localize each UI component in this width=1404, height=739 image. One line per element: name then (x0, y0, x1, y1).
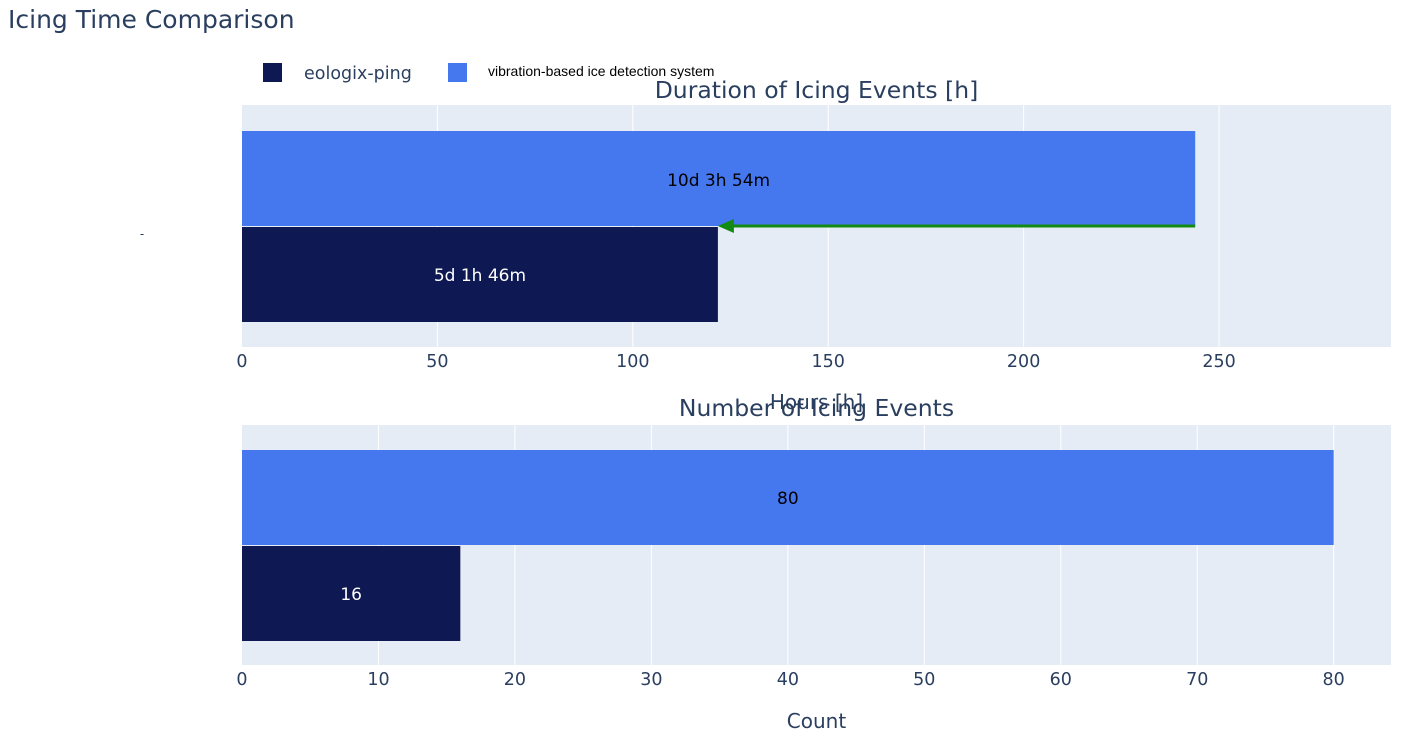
x-axis-label: Count (787, 709, 847, 733)
legend-swatch-eologix-ping[interactable] (263, 63, 282, 82)
bar-vibration-based-ice-detection-system[interactable] (242, 131, 1196, 226)
chart-panel-2: 16 80 0 10 20 30 40 50 60 70 80 Count Number of Icin… (236, 394, 1391, 733)
y-tick-placeholder: - (140, 227, 144, 241)
x-tick-label: 0 (236, 670, 247, 690)
data-label: 16 (340, 585, 362, 605)
subplot-title: Duration of Icing Events [h] (655, 76, 979, 104)
data-label: 80 (777, 489, 799, 509)
data-label: 5d 1h 46m (434, 266, 526, 286)
x-tick-label: 150 (812, 352, 845, 372)
x-tick-label: 40 (777, 670, 799, 690)
x-tick-label: 70 (1186, 670, 1208, 690)
data-label: 10d 3h 54m (667, 171, 770, 191)
annotation-arrow-head (717, 219, 734, 233)
bar-vibration-based-ice-detection-system[interactable] (242, 450, 1334, 545)
legend-swatch-vibration-system[interactable] (448, 63, 467, 82)
x-tick-label: 30 (640, 670, 662, 690)
x-tick-label: 0 (236, 352, 247, 372)
chart-panel-1: 5d 1h 46m 10d 3h 54m 0 50 100 150 200 250 Hours … (236, 76, 1391, 414)
x-tick-label: 10 (367, 670, 389, 690)
x-tick-label: 60 (1050, 670, 1072, 690)
x-tick-label: 20 (504, 670, 526, 690)
x-tick-label: 100 (616, 352, 649, 372)
legend-label-vibration-system[interactable]: vibration-based ice detection system (488, 63, 714, 79)
page-title: Icing Time Comparison (8, 5, 295, 34)
legend-label-eologix-ping[interactable]: eologix-ping (304, 64, 412, 84)
x-tick-label: 50 (913, 670, 935, 690)
subplot-title: Number of Icing Events (679, 394, 954, 422)
x-tick-label: 250 (1202, 352, 1235, 372)
legend: eologix-ping vibration-based ice detecti… (263, 63, 714, 84)
x-tick-label: 200 (1007, 352, 1040, 372)
bar-eologix-ping[interactable] (242, 546, 461, 641)
x-axis-label: Hours [h] (770, 390, 863, 414)
bar-eologix-ping[interactable] (242, 227, 718, 322)
x-tick-label: 50 (426, 352, 448, 372)
x-tick-label: 80 (1323, 670, 1345, 690)
